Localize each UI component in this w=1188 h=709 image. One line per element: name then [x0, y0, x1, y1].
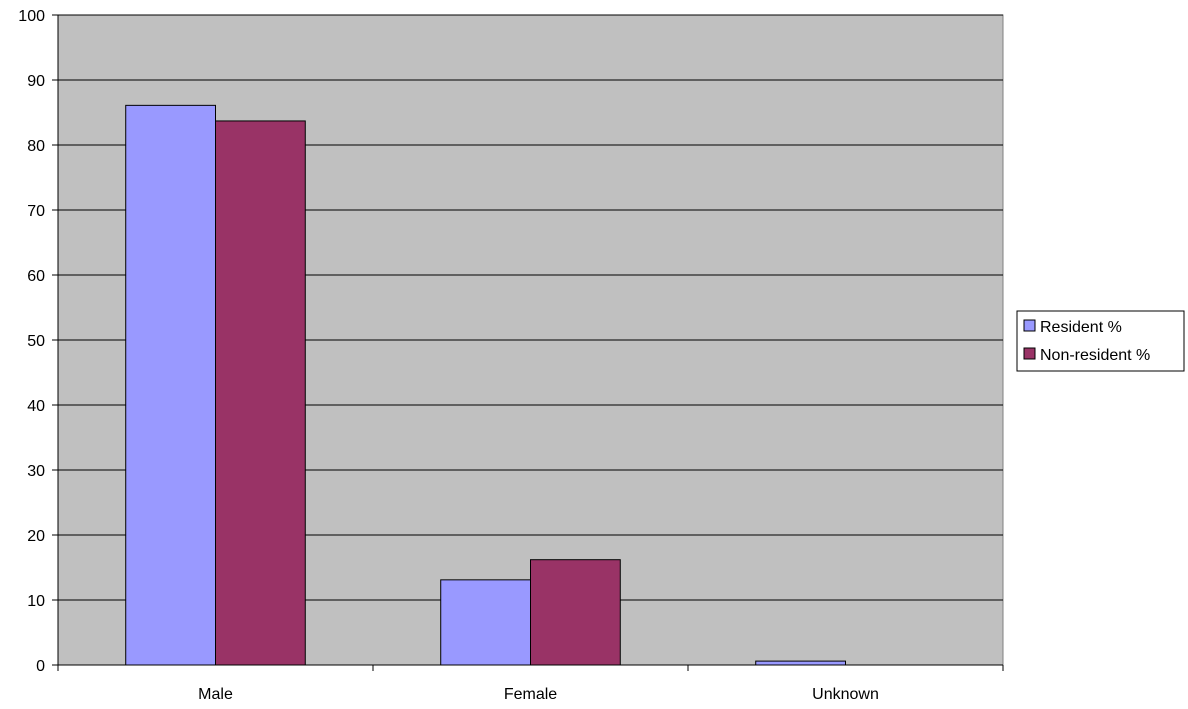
bar-resident-unknown [755, 660, 846, 666]
legend: Resident % Non-resident % [1016, 310, 1185, 372]
legend-label-non-resident: Non-resident % [1040, 347, 1150, 364]
y-tick-label: 10 [27, 593, 45, 610]
y-tick-label: 60 [27, 268, 45, 285]
y-axis-ticks: 0 10 20 30 40 50 60 70 80 90 100 [18, 8, 58, 675]
y-tick-label: 20 [27, 528, 45, 545]
bar-resident-female [440, 579, 532, 666]
y-tick-label: 90 [27, 73, 45, 90]
x-tick-label: Unknown [812, 686, 879, 703]
bar-non-resident-male [215, 120, 306, 666]
x-tick-label: Male [198, 686, 233, 703]
y-tick-label: 80 [27, 138, 45, 155]
y-tick-label: 70 [27, 203, 45, 220]
x-tick-label: Female [504, 686, 557, 703]
legend-label-resident: Resident % [1040, 319, 1122, 336]
x-axis-ticks: Male Female Unknown [57, 665, 1004, 703]
legend-swatch-non-resident [1023, 347, 1036, 360]
legend-swatch-resident [1023, 319, 1036, 332]
y-tick-label: 30 [27, 463, 45, 480]
bar-non-resident-female [530, 559, 621, 666]
bar-resident-male [125, 104, 216, 666]
y-tick-label: 50 [27, 333, 45, 350]
legend-box [1016, 310, 1185, 372]
y-tick-label: 0 [36, 658, 45, 675]
y-tick-label: 100 [18, 8, 45, 25]
y-tick-label: 40 [27, 398, 45, 415]
